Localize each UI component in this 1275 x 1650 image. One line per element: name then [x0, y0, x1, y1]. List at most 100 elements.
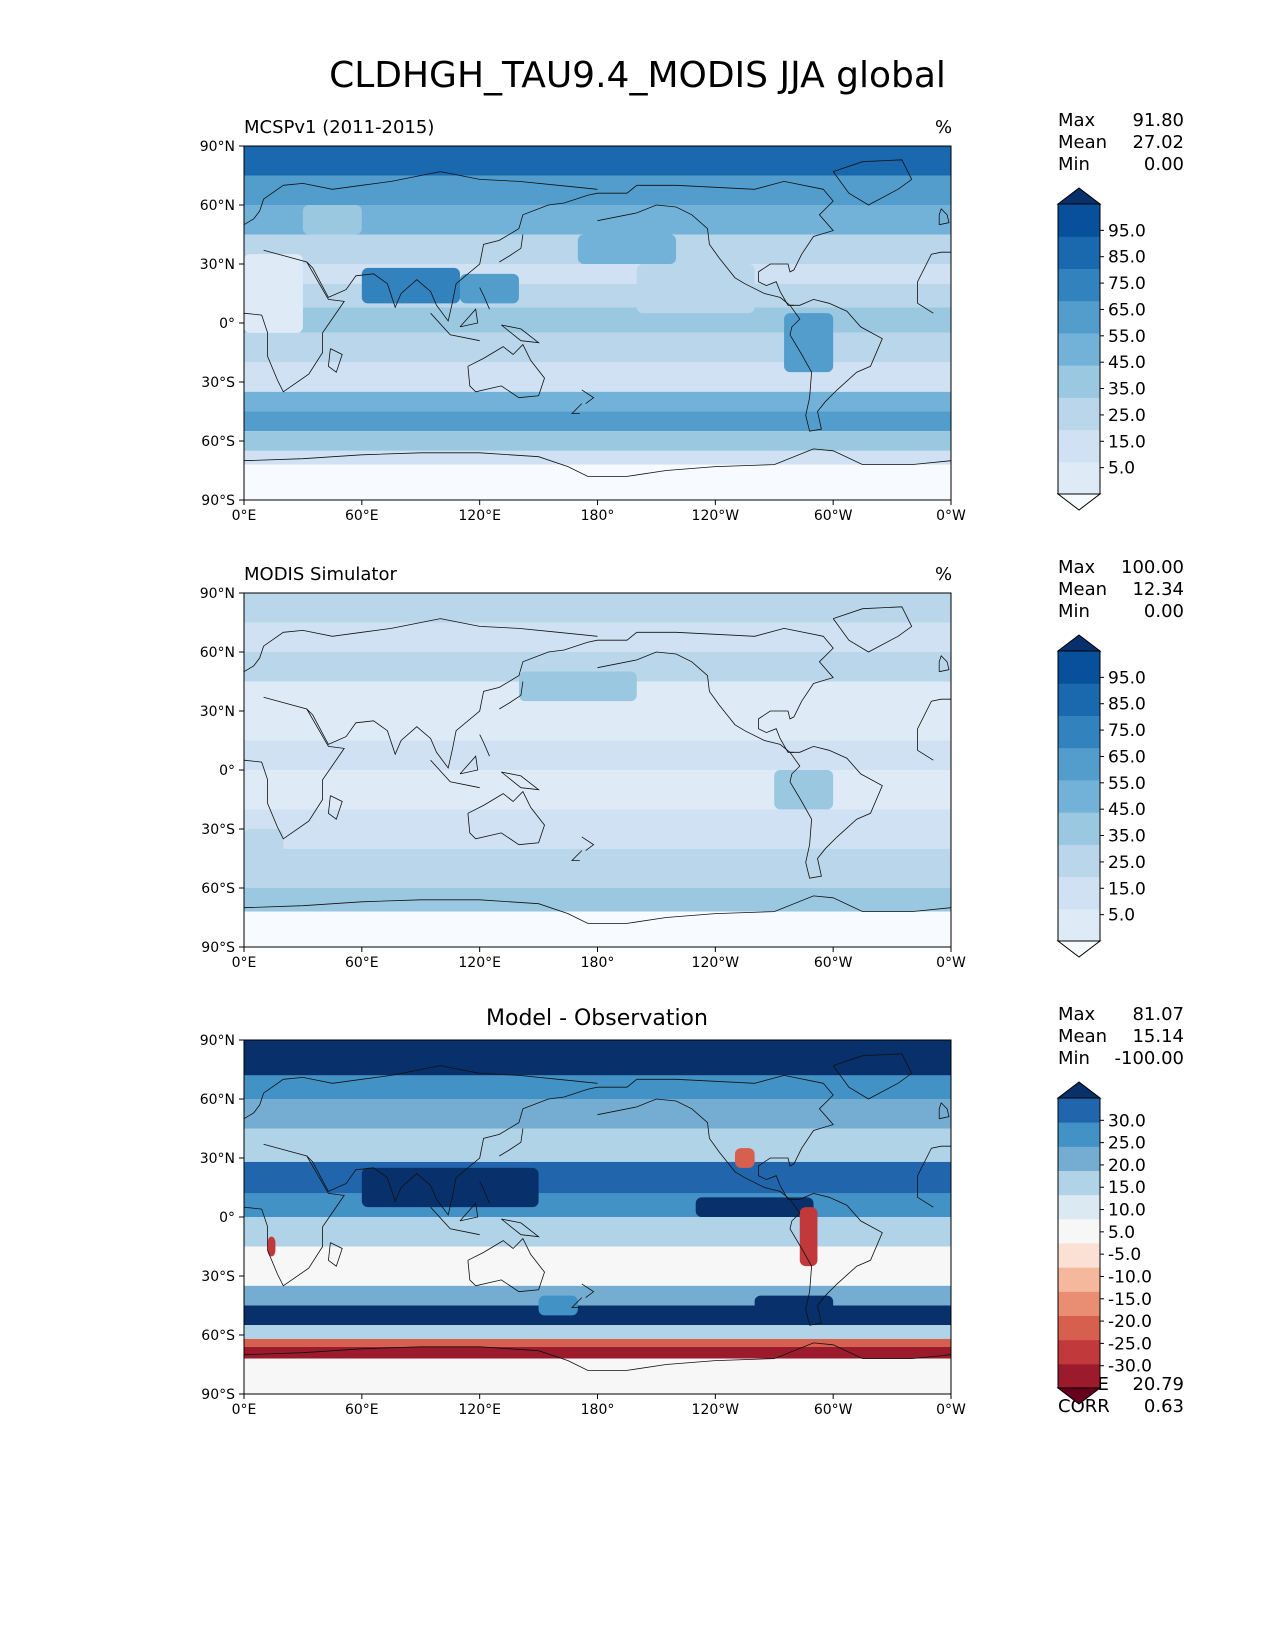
coastline-segment: [789, 745, 883, 879]
x-tick-label: 180°: [581, 508, 615, 524]
colorbar-label: 30.0: [1108, 1111, 1146, 1131]
x-tick-label: 0°E: [232, 508, 257, 524]
coastline-segment: [597, 627, 834, 753]
coastline-segment: [917, 1145, 951, 1208]
colorbar-segment: [1058, 268, 1100, 302]
field-band: [244, 362, 951, 392]
x-tick-label: 120°E: [458, 508, 501, 524]
colorbar-label: 5.0: [1108, 906, 1135, 926]
panel-title: MCSPv1 (2011-2015): [244, 117, 435, 138]
colorbar-label: 45.0: [1108, 800, 1146, 820]
field-patch: [361, 267, 461, 304]
coastline-segment: [430, 312, 480, 342]
colorbar-segment: [1058, 1291, 1100, 1316]
field-patch: [695, 1197, 814, 1217]
colorbar-segment: [1058, 1098, 1100, 1123]
stat-value: 0.63: [1143, 1396, 1184, 1417]
colorbar-label: 15.0: [1108, 879, 1146, 899]
x-tick-label: 120°E: [458, 955, 501, 971]
y-tick-label: 60°S: [201, 881, 235, 897]
stat-value: 12.34: [1132, 579, 1184, 600]
x-tick-label: 0°W: [936, 955, 966, 971]
coastline-segment: [501, 1218, 540, 1238]
coastline-segment: [306, 639, 598, 769]
field-patch: [799, 1207, 818, 1267]
field-band: [244, 1217, 951, 1247]
field-patch: [754, 1295, 834, 1316]
colorbar-label: 25.0: [1108, 1134, 1146, 1154]
y-tick-label: 0°: [219, 1210, 235, 1226]
y-tick-label: 90°N: [200, 586, 235, 602]
field-band: [244, 740, 951, 770]
colorbar-segment: [1058, 715, 1100, 749]
coastline-segment: [327, 1242, 343, 1267]
colorbar-extend-max: [1056, 1081, 1102, 1099]
coastline-segment: [571, 403, 583, 414]
x-tick-label: 0°E: [232, 1402, 257, 1418]
stats-box: Max 100.00 Mean 12.34 Min 0.00: [1058, 557, 1184, 623]
field-band: [244, 711, 951, 741]
coastline-segment: [571, 850, 583, 861]
colorbar-segment: [1058, 1146, 1100, 1171]
stat-value: 0.00: [1143, 601, 1184, 622]
field-band: [244, 1358, 951, 1394]
y-tick-label: 60°S: [201, 1328, 235, 1344]
field-band: [244, 593, 951, 623]
colorbar-label: 65.0: [1108, 300, 1146, 320]
coastline-segment: [479, 287, 490, 310]
y-tick-label: 30°N: [200, 1151, 235, 1167]
y-tick-label: 0°: [219, 316, 235, 332]
map-plot-diff: 0°E 60°E 120°E 180° 120°W 60°W 0°W 90°N 60°N 30°N…: [200, 1033, 966, 1418]
coastline-segment: [938, 655, 950, 673]
stat-row: Min -100.00: [1058, 1048, 1184, 1070]
y-tick-label: 90°N: [200, 1033, 235, 1049]
units-label: %: [935, 564, 953, 585]
coastline-segment: [938, 208, 950, 226]
colorbar-extend-min: [1056, 1387, 1102, 1405]
colorbar-segment: [1058, 683, 1100, 716]
x-tick-label: 120°E: [458, 1402, 501, 1418]
colorbar-segment: [1058, 1218, 1100, 1244]
coastline-segment: [243, 895, 952, 924]
y-tick-label: 0°: [219, 763, 235, 779]
stat-label: Mean: [1058, 1026, 1108, 1047]
coastline-segment: [243, 1143, 345, 1287]
x-tick-label: 120°W: [692, 508, 740, 524]
y-tick-label: 30°S: [201, 375, 235, 391]
stat-value: 81.07: [1132, 1004, 1184, 1025]
stat-row: Mean 12.34: [1058, 579, 1184, 601]
stat-value: 100.00: [1121, 557, 1184, 578]
coastline-segment: [479, 1181, 490, 1204]
x-tick-label: 60°W: [814, 1402, 853, 1418]
coastline-segment: [459, 308, 479, 328]
field-band: [244, 464, 951, 500]
y-tick-label: 30°S: [201, 822, 235, 838]
x-tick-label: 60°W: [814, 955, 853, 971]
stats-box: Max 81.07 Mean 15.14 Min -100.00: [1058, 1004, 1184, 1070]
field-band: [244, 1325, 951, 1339]
map-plot-mcsp: 0°E 60°E 120°E 180° 120°W 60°W 0°W 90°N 60°N 30°N…: [200, 139, 966, 524]
colorbar-label: -10.0: [1108, 1267, 1152, 1287]
coastline-segment: [243, 618, 598, 673]
colorbar-label: 35.0: [1108, 380, 1146, 400]
stat-row: Max 81.07: [1058, 1004, 1184, 1026]
colorbar-segment: [1058, 1170, 1100, 1196]
coastline-segment: [430, 1206, 480, 1236]
field-patch: [774, 770, 834, 810]
field-band: [244, 205, 951, 235]
stat-value: 20.79: [1132, 1374, 1184, 1395]
field-band: [244, 1338, 951, 1347]
coastline-segment: [243, 1065, 598, 1120]
coastline-segment: [499, 681, 524, 710]
field-patch: [538, 1295, 578, 1316]
coastline-segment: [243, 696, 345, 840]
colorbar-segment: [1058, 397, 1100, 431]
colorbar-segment: [1058, 844, 1100, 878]
coastline-segment: [501, 324, 540, 344]
stat-row: Min 0.00: [1058, 601, 1184, 623]
y-tick-label: 30°S: [201, 1269, 235, 1285]
coastline-segment: [467, 343, 545, 399]
colorbar-extend-max: [1056, 187, 1102, 205]
field-patch: [577, 234, 677, 264]
y-tick-label: 90°S: [201, 493, 235, 509]
